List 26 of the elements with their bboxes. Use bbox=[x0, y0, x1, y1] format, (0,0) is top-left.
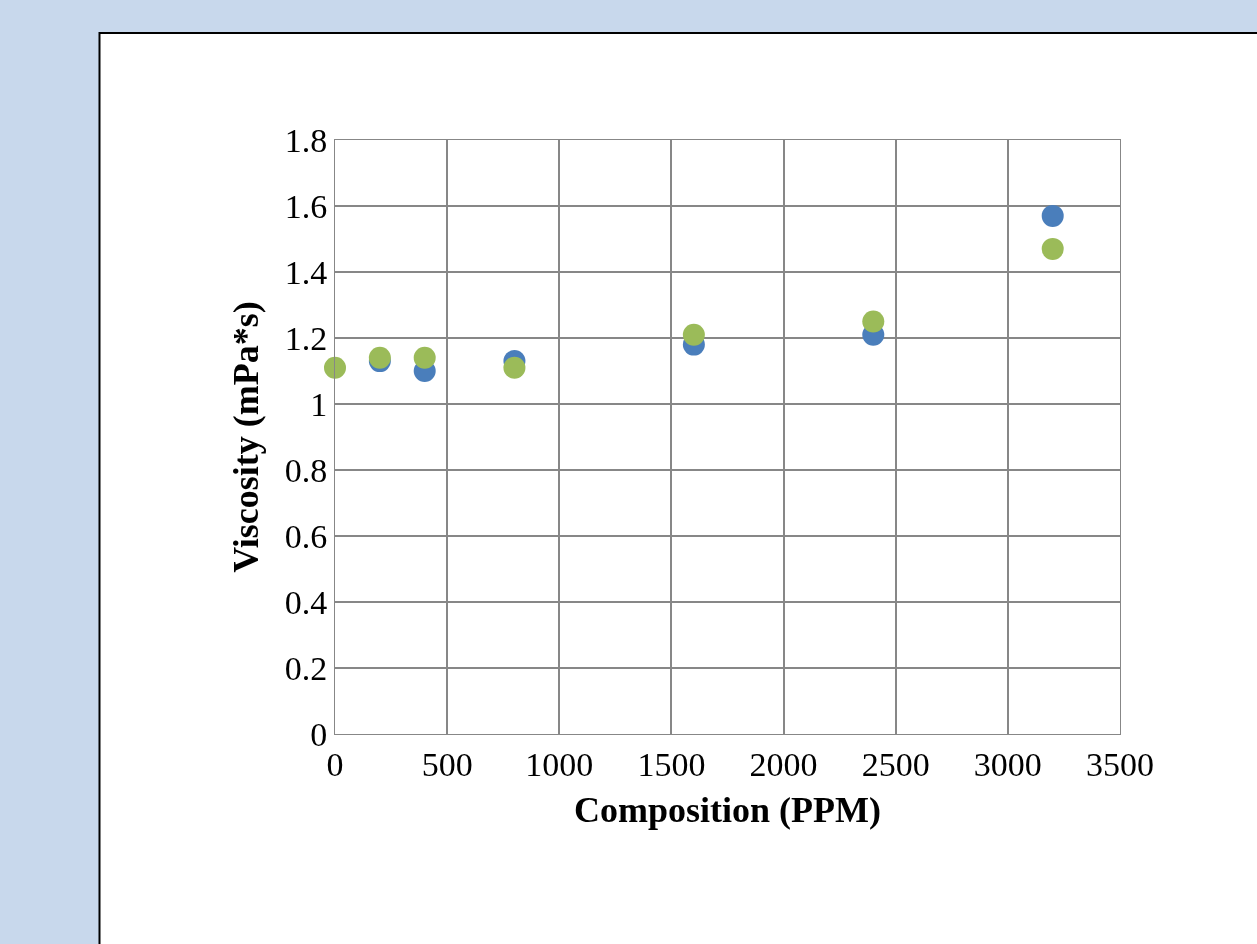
y-tick-label: 1 bbox=[310, 385, 328, 423]
x-tick-label: 3000 bbox=[973, 745, 1042, 783]
y-tick-label: 1.4 bbox=[284, 253, 328, 291]
point bbox=[862, 310, 885, 333]
x-tick-label: 500 bbox=[421, 745, 473, 783]
y-tick-label: 0.4 bbox=[284, 583, 328, 621]
x-tick-label: 3500 bbox=[1086, 745, 1154, 783]
x-tick-label: 1000 bbox=[525, 745, 594, 783]
y-axis-title: Viscosity (mPa*s) bbox=[225, 301, 266, 573]
y-tick-label: 0.2 bbox=[284, 649, 328, 687]
point bbox=[1041, 204, 1064, 227]
y-tick-label: 1.2 bbox=[284, 319, 328, 357]
y-tick-label: 0 bbox=[310, 715, 328, 753]
point bbox=[682, 323, 705, 346]
point bbox=[1041, 237, 1064, 260]
x-axis-title: Composition (PPM) bbox=[574, 790, 881, 831]
y-tick-label: 1.8 bbox=[284, 121, 328, 159]
y-tick-label: 0.6 bbox=[284, 517, 328, 555]
y-tick-label: 0.8 bbox=[284, 451, 328, 489]
x-tick-label: 1500 bbox=[637, 745, 706, 783]
x-tick-label: 2000 bbox=[749, 745, 818, 783]
point bbox=[324, 356, 346, 379]
point bbox=[503, 356, 526, 379]
y-tick-label: 1.6 bbox=[284, 187, 328, 225]
x-tick-label: 2500 bbox=[861, 745, 930, 783]
point bbox=[413, 346, 436, 369]
